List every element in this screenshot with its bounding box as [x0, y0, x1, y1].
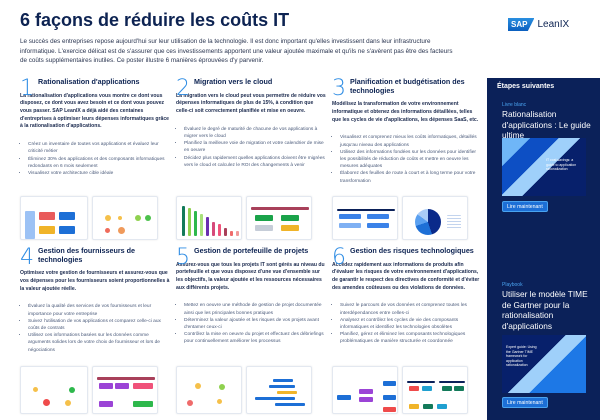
resource-type: Playbook	[502, 282, 523, 288]
bullet-item: Suivez l'utilisation de vos applications…	[28, 318, 170, 332]
bar	[212, 222, 215, 236]
section-title: Rationalisation d'applications	[38, 77, 140, 86]
next-steps-title: Étapes suivantes	[497, 83, 555, 90]
bullet-item: Suivez le parcours de vos données et com…	[340, 302, 482, 316]
bullet-item: Analysez et contrôlez les cycles de vie …	[340, 317, 482, 331]
next-steps-panel: Étapes suivantes Livre blanc Rationalisa…	[487, 78, 600, 420]
section-number: 4	[20, 245, 34, 270]
bullet-item: Visualisez votre architecture cible idéa…	[28, 170, 170, 177]
thumbnails-2	[176, 196, 312, 240]
section-lead: Modélisez la transformation de votre env…	[332, 101, 479, 123]
section-bullets: Évaluez le degré de maturité de chacune …	[176, 126, 326, 169]
lifecycle-thumbnail	[20, 196, 88, 240]
spend-pie-thumbnail	[402, 196, 468, 240]
bullet-item: Créez un inventaire de toutes vos applic…	[28, 141, 170, 155]
leanix-wordmark: LeanIX	[537, 19, 570, 30]
bar	[224, 228, 227, 236]
section-bullets: Visualisez et comprenez mieux les coûts …	[332, 134, 482, 184]
bullet-item: Planifiez la meilleure voie de migration…	[184, 140, 326, 154]
section-number: 1	[20, 76, 34, 101]
cloud-bar-thumbnail	[176, 196, 242, 240]
bullet-item: Contrôlez la mise en oeuvre du projet et…	[184, 331, 326, 345]
section-4: 4 Gestion des fournisseurs de technologi…	[20, 245, 170, 354]
bar	[200, 214, 203, 236]
data-flow-thumbnail	[332, 366, 398, 414]
thumbnails-6	[332, 366, 468, 414]
intro-text: Le succès des entreprises repose aujourd…	[20, 38, 453, 65]
bar	[188, 208, 191, 236]
resource-cover-image: Expert guide: Using the Gartner TIME fra…	[502, 335, 586, 393]
section-1: 1 Rationalisation d'applications La rati…	[20, 76, 170, 177]
resource-cover-image: IT cost savings: a guide to application …	[502, 138, 586, 196]
bar	[230, 231, 233, 236]
resource-title: Rationalisation d'applications : Le guid…	[502, 109, 591, 140]
bar	[236, 231, 239, 236]
thumbnails-4	[20, 366, 158, 414]
resource-title: Utiliser le modèle TIME de Gartner pour …	[502, 289, 588, 331]
section-title: Migration vers le cloud	[194, 77, 273, 86]
section-number: 6	[332, 245, 346, 270]
cover-text: Expert guide: Using the Gartner TIME fra…	[506, 345, 537, 367]
section-bullets: Évaluez la qualité des services de vos f…	[20, 303, 170, 353]
section-5: 5 Gestion de portefeuille de projets Ass…	[176, 245, 326, 346]
bullet-item: Planifiez, gérez et éliminez les composa…	[340, 331, 482, 345]
section-title: Gestion des fournisseurs de technologies	[38, 246, 136, 264]
section-2: 2 Migration vers le cloud La migration v…	[176, 76, 326, 169]
section-lead: Accédez rapidement aux informations de p…	[332, 261, 480, 291]
section-lead: La rationalisation d'applications vous m…	[20, 92, 169, 130]
it-map-thumbnail	[246, 196, 312, 240]
vendor-bubble-thumbnail	[20, 366, 88, 414]
bullet-item: Visualisez et comprenez mieux les coûts …	[340, 134, 482, 148]
read-now-button[interactable]: Lire maintenant	[502, 201, 548, 212]
capability-bubble-thumbnail	[92, 196, 158, 240]
section-lead: Optimisez votre gestion de fournisseurs …	[20, 270, 170, 292]
page-title: 6 façons de réduire les coûts IT	[20, 10, 290, 30]
project-bubble-thumbnail	[176, 366, 242, 414]
thumbnails-1	[20, 196, 158, 240]
app-map-thumbnail	[402, 366, 468, 414]
sap-logo: SAP	[508, 18, 535, 31]
vendor-map-thumbnail	[92, 366, 158, 414]
section-6: 6 Gestion des risques technologiques Acc…	[332, 245, 482, 346]
thumbnails-5	[176, 366, 312, 414]
bullet-item: Utilisez des informations fondées sur le…	[340, 149, 482, 171]
section-lead: Assurez-vous que tous les projets IT son…	[176, 261, 325, 291]
section-bullets: Mettez en oeuvre une méthode de gestion …	[176, 302, 326, 345]
cover-text: IT cost savings: a guide to application …	[546, 158, 577, 171]
section-number: 5	[176, 245, 190, 270]
bullet-item: Éliminez 30% des applications et des com…	[28, 156, 170, 170]
section-title: Gestion de portefeuille de projets	[194, 246, 309, 255]
bullet-item: Évaluez le degré de maturité de chacune …	[184, 126, 326, 140]
bullet-item: Utilisez ces informations basées sur les…	[28, 332, 170, 354]
section-title: Planification et budgétisation des techn…	[350, 77, 465, 95]
bullet-item: Déterminez la valeur ajoutée et les risq…	[184, 317, 326, 331]
sap-leanix-logo: SAP LeanIX	[508, 18, 569, 31]
cost-roadmap-thumbnail	[332, 196, 398, 240]
section-number: 2	[176, 76, 190, 101]
thumbnails-3	[332, 196, 468, 240]
project-gantt-thumbnail	[246, 366, 312, 414]
bar	[194, 211, 197, 236]
section-bullets: Suivez le parcours de vos données et com…	[332, 302, 482, 345]
bullet-item: Décidez plus rapidement quelles applicat…	[184, 155, 326, 169]
section-3: 3 Planification et budgétisation des tec…	[332, 76, 482, 185]
bullet-item: Évaluez la qualité des services de vos f…	[28, 303, 170, 317]
bullet-item: Mettez en oeuvre une méthode de gestion …	[184, 302, 326, 316]
resource-type: Livre blanc	[502, 102, 527, 108]
section-title: Gestion des risques technologiques	[350, 246, 474, 255]
read-now-button[interactable]: Lire maintenant	[502, 397, 548, 408]
bar	[218, 224, 221, 236]
bar	[182, 206, 185, 236]
bullet-item: Élaborez des feuilles de route à court e…	[340, 170, 482, 184]
section-lead: La migration vers le cloud peut vous per…	[176, 92, 326, 114]
section-number: 3	[332, 76, 346, 101]
section-bullets: Créez un inventaire de toutes vos applic…	[20, 141, 170, 177]
bar	[206, 217, 209, 236]
